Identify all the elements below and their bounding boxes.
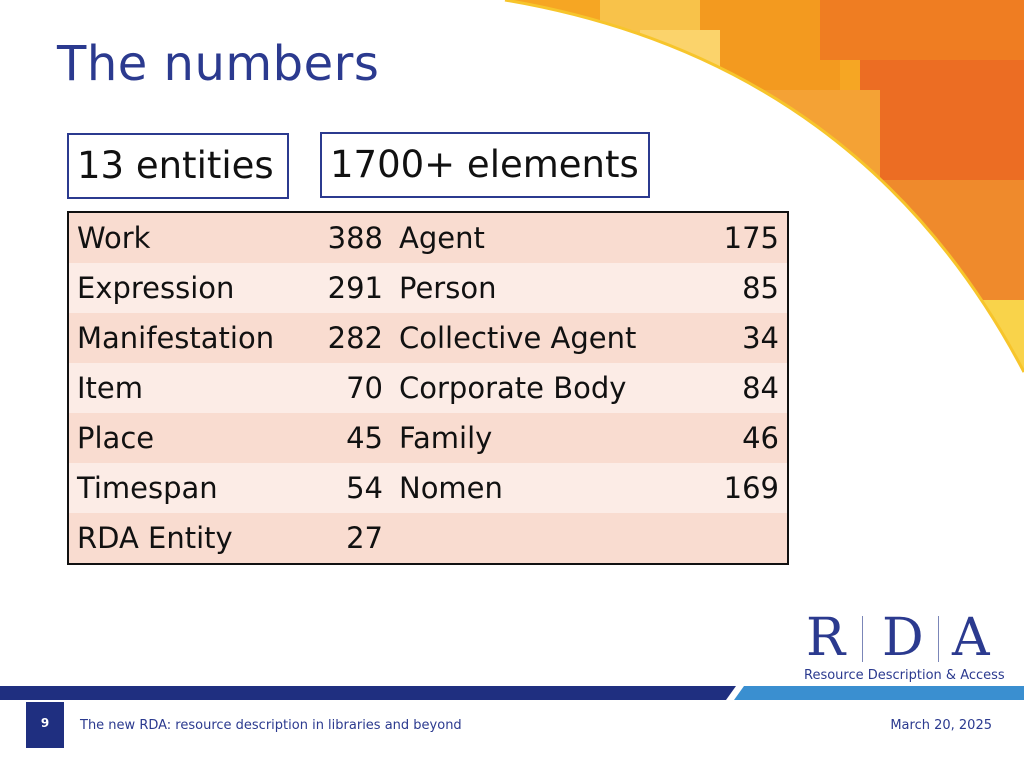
entity-name: Expression bbox=[68, 263, 311, 313]
logo-subtitle: Resource Description & Access bbox=[804, 668, 1005, 683]
entity-count: 54 bbox=[311, 463, 391, 513]
table-row: RDA Entity 27 bbox=[68, 513, 788, 564]
entity-name: Manifestation bbox=[68, 313, 311, 363]
entity-name: Item bbox=[68, 363, 311, 413]
entity-name: Agent bbox=[391, 212, 676, 263]
table-row: Work 388 Agent 175 bbox=[68, 212, 788, 263]
logo-divider bbox=[862, 616, 863, 662]
entity-count: 282 bbox=[311, 313, 391, 363]
presentation-title: The new RDA: resource description in lib… bbox=[80, 718, 462, 733]
entity-name: RDA Entity bbox=[68, 513, 311, 564]
entity-name: Nomen bbox=[391, 463, 676, 513]
elements-count-label: 1700+ elements bbox=[320, 132, 650, 198]
table-row: Timespan 54 Nomen 169 bbox=[68, 463, 788, 513]
entity-count: 34 bbox=[676, 313, 788, 363]
entity-name: Timespan bbox=[68, 463, 311, 513]
page-number-badge: 9 bbox=[26, 702, 64, 748]
logo-letter-d: D bbox=[882, 608, 924, 668]
entities-count-label: 13 entities bbox=[67, 133, 289, 199]
footer-stripe bbox=[0, 686, 1024, 700]
table-row: Expression 291 Person 85 bbox=[68, 263, 788, 313]
logo-letter-a: A bbox=[952, 608, 990, 668]
logo-divider bbox=[938, 616, 939, 662]
entity-name: Family bbox=[391, 413, 676, 463]
logo-letter-r: R bbox=[806, 608, 846, 668]
rda-logo: R D A Resource Description & Access bbox=[802, 610, 1005, 690]
entity-name: Person bbox=[391, 263, 676, 313]
entity-count bbox=[676, 513, 788, 564]
entity-count: 291 bbox=[311, 263, 391, 313]
entity-name: Place bbox=[68, 413, 311, 463]
table-row: Manifestation 282 Collective Agent 34 bbox=[68, 313, 788, 363]
presentation-date: March 20, 2025 bbox=[890, 718, 992, 733]
rda-logo-letters: R D A bbox=[802, 610, 1002, 666]
entity-count: 46 bbox=[676, 413, 788, 463]
entity-count: 175 bbox=[676, 212, 788, 263]
entity-name: Collective Agent bbox=[391, 313, 676, 363]
element-counts-table: Work 388 Agent 175 Expression 291 Person… bbox=[67, 211, 789, 565]
table-row: Item 70 Corporate Body 84 bbox=[68, 363, 788, 413]
entity-count: 84 bbox=[676, 363, 788, 413]
entity-name: Work bbox=[68, 212, 311, 263]
entity-count: 27 bbox=[311, 513, 391, 564]
entity-count: 45 bbox=[311, 413, 391, 463]
entity-count: 169 bbox=[676, 463, 788, 513]
entity-count: 85 bbox=[676, 263, 788, 313]
table-row: Place 45 Family 46 bbox=[68, 413, 788, 463]
entity-name: Corporate Body bbox=[391, 363, 676, 413]
slide-title: The numbers bbox=[57, 36, 380, 92]
entity-count: 70 bbox=[311, 363, 391, 413]
entity-name bbox=[391, 513, 676, 564]
entity-count: 388 bbox=[311, 212, 391, 263]
